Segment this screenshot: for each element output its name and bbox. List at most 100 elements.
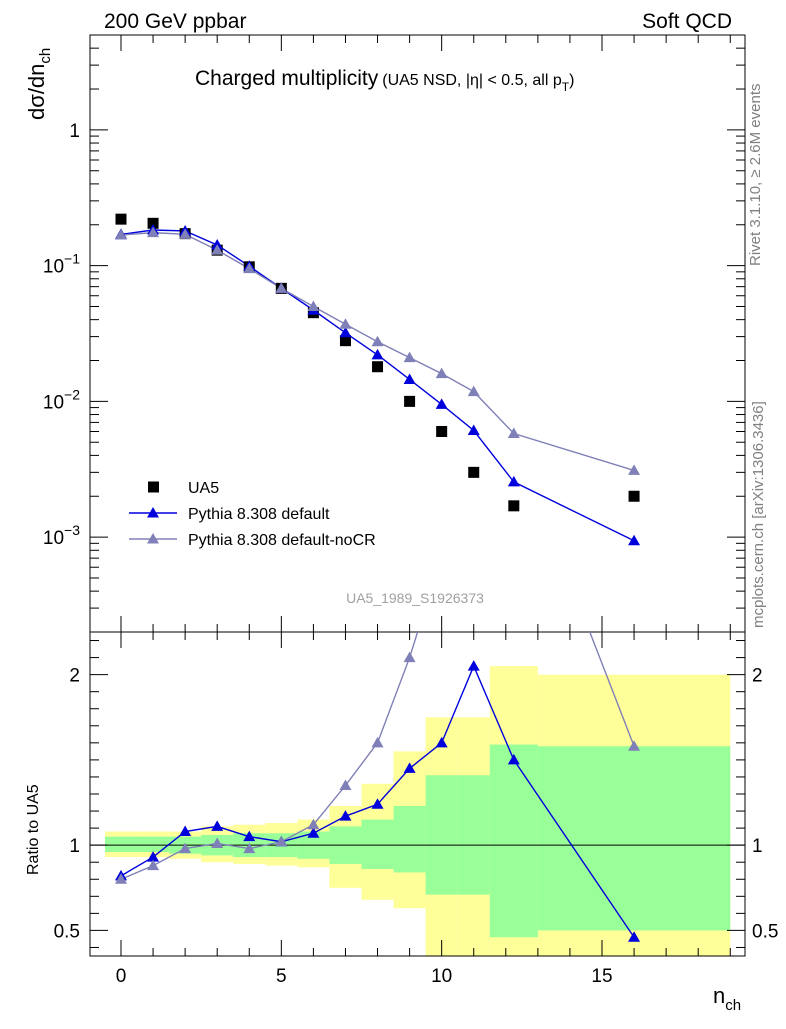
band-inner — [104, 836, 138, 852]
legend: UA5 Pythia 8.308 default Pythia 8.308 defa… — [129, 480, 376, 549]
chart-title: Charged multiplicity (UA5 NSD, |η| < 0.5,… — [195, 67, 574, 94]
ratio-line-pythia-8-308-default-nocr — [120, 632, 635, 880]
ratio-point-pythia-8-308-default-nocr — [307, 818, 320, 830]
ratio-point-pythia-8-308-default-nocr — [339, 779, 352, 790]
x-tick-label: 0 — [116, 966, 127, 987]
ratio-point-pythia-8-308-default — [211, 820, 224, 831]
ratio-point-pythia-8-308-default — [147, 851, 160, 862]
x-axis-title-main: n — [713, 983, 725, 1008]
data-point-ua5 — [147, 217, 159, 229]
legend-marker-pythia-8-308-default-nocr — [147, 533, 159, 544]
rivet-label: Rivet 3.1.10, ≥ 2.6M events — [747, 84, 764, 267]
y-tick-label: 10−2 — [43, 386, 80, 413]
ratio-tick-label-right: 0.5 — [752, 921, 778, 942]
data-point-pythia-8-308-default-nocr — [211, 244, 224, 255]
data-point-pythia-8-308-default — [371, 348, 384, 360]
ratio-line-pythia-8-308-default — [120, 664, 635, 938]
data-point-pythia-8-308-default-nocr — [467, 385, 480, 397]
band-inner — [393, 805, 426, 873]
band-inner — [137, 836, 170, 852]
ratio-point-pythia-8-308-default — [339, 810, 352, 821]
ratio-point-pythia-8-308-default-nocr — [115, 873, 127, 884]
chart-subtitle-sub: T — [562, 80, 570, 94]
data-point-pythia-8-308-default-nocr — [628, 464, 641, 475]
ratio-point-pythia-8-308-default-nocr — [403, 651, 416, 663]
data-point-ua5 — [115, 213, 127, 225]
data-point-pythia-8-308-default-nocr — [507, 427, 520, 438]
x-tick-label: 10 — [431, 966, 452, 987]
data-point-pythia-8-308-default-nocr — [371, 335, 384, 347]
data-point-pythia-8-308-default-nocr — [307, 300, 320, 311]
ratio-point-pythia-8-308-default-nocr — [243, 842, 256, 854]
legend-label-pythia-8-308-default-nocr: Pythia 8.308 default-noCR — [188, 532, 376, 549]
x-tick-label: 15 — [591, 966, 612, 987]
ratio-point-pythia-8-308-default — [507, 753, 520, 765]
ratio-point-pythia-8-308-default — [435, 736, 448, 748]
axis-ticks: 0 5 10 15 10−3 10−2 10−1 1 0.5 0.5 1 1 2 2 — [43, 34, 778, 987]
y-tick-label: 10−3 — [43, 522, 80, 549]
chart-subtitle: (UA5 NSD, |η| < 0.5, all p — [382, 72, 562, 89]
y-axis-title-sub: ch — [37, 48, 54, 64]
data-point-pythia-8-308-default-nocr — [243, 262, 256, 274]
data-point-pythia-8-308-default — [628, 534, 641, 546]
band-inner — [537, 746, 731, 931]
ratio-point-pythia-8-308-default — [179, 825, 192, 837]
series-markers — [115, 213, 641, 942]
header-left: 200 GeV ppbar — [104, 10, 246, 33]
data-point-pythia-8-308-default — [339, 326, 352, 338]
ratio-point-pythia-8-308-default — [307, 827, 320, 838]
band-inner — [425, 775, 458, 895]
data-point-pythia-8-308-default-nocr — [403, 351, 416, 363]
legend-label-ua5: UA5 — [188, 480, 219, 497]
y-axis-title-main: dσ/dn — [24, 64, 49, 120]
ratio-tick-label: 0.5 — [54, 921, 80, 942]
chart-subtitle-end: ) — [569, 72, 574, 89]
ratio-point-pythia-8-308-default-nocr — [179, 842, 192, 854]
legend-label-pythia-8-308-default: Pythia 8.308 default — [188, 506, 330, 523]
ratio-point-pythia-8-308-default — [628, 931, 641, 942]
mcplots-label: mcplots.cern.ch [arXiv:1306.3436] — [750, 401, 767, 628]
legend-marker-pythia-8-308-default — [147, 507, 159, 518]
data-point-ua5 — [339, 335, 351, 347]
y-axis-title: dσ/dnch — [24, 48, 54, 120]
ratio-point-pythia-8-308-default-nocr — [147, 859, 160, 871]
y-tick-label: 10−1 — [43, 251, 80, 278]
data-point-pythia-8-308-default — [507, 475, 520, 487]
ratio-point-pythia-8-308-default-nocr — [275, 835, 288, 847]
data-point-pythia-8-308-default-nocr — [115, 229, 127, 240]
legend-marker-ua5 — [148, 481, 159, 493]
ratio-point-pythia-8-308-default-nocr — [628, 740, 641, 751]
data-point-ua5 — [372, 361, 384, 373]
ratio-point-pythia-8-308-default — [371, 798, 384, 809]
ratio-tick-label: 1 — [69, 836, 80, 857]
data-point-pythia-8-308-default — [435, 398, 448, 409]
band-inner — [489, 744, 538, 938]
ratio-point-pythia-8-308-default-nocr — [211, 837, 224, 848]
ratio-tick-label: 2 — [69, 666, 80, 687]
band-inner — [361, 819, 394, 870]
svg-text:dσ/dnch: dσ/dnch — [24, 48, 54, 120]
x-axis-title: nch — [713, 983, 741, 1014]
data-point-pythia-8-308-default-nocr — [147, 226, 160, 238]
header-right: Soft QCD — [642, 10, 732, 33]
x-tick-label: 5 — [276, 966, 287, 987]
data-point-ua5 — [508, 500, 520, 512]
ratio-point-pythia-8-308-default — [467, 660, 480, 671]
data-point-ua5 — [628, 490, 640, 502]
data-point-pythia-8-308-default-nocr — [339, 318, 352, 329]
ratio-axis-title: Ratio to UA5 — [25, 784, 42, 875]
ratio-point-pythia-8-308-default — [243, 830, 256, 842]
data-point-pythia-8-308-default-nocr — [275, 282, 288, 293]
data-point-pythia-8-308-default — [467, 424, 480, 436]
ratio-point-pythia-8-308-default — [403, 762, 416, 773]
chart-title-main: Charged multiplicity — [195, 67, 379, 90]
data-point-pythia-8-308-default — [403, 373, 416, 384]
x-axis-title-sub: ch — [725, 997, 741, 1014]
ratio-tick-label-right: 1 — [752, 836, 763, 857]
ratio-uncertainty-bands — [104, 666, 731, 956]
ratio-tick-label-right: 2 — [752, 666, 763, 687]
data-point-ua5 — [468, 466, 480, 478]
ratio-point-pythia-8-308-default-nocr — [371, 736, 384, 748]
